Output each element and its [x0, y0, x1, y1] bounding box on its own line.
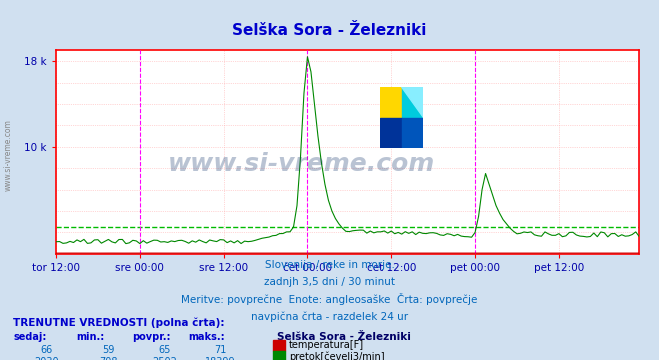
Text: Selška Sora - Železniki: Selška Sora - Železniki [277, 332, 411, 342]
Text: Meritve: povprečne  Enote: angleosaške  Črta: povprečje: Meritve: povprečne Enote: angleosaške Čr… [181, 293, 478, 305]
Text: temperatura[F]: temperatura[F] [289, 340, 364, 350]
Text: pretok[čevelj3/min]: pretok[čevelj3/min] [289, 351, 384, 360]
Text: min.:: min.: [76, 332, 104, 342]
Text: navpična črta - razdelek 24 ur: navpična črta - razdelek 24 ur [251, 311, 408, 322]
Text: maks.:: maks.: [188, 332, 225, 342]
Text: zadnjh 3,5 dni / 30 minut: zadnjh 3,5 dni / 30 minut [264, 278, 395, 288]
Text: Slovenija / reke in morje.: Slovenija / reke in morje. [264, 260, 395, 270]
Text: Selška Sora - Železniki: Selška Sora - Železniki [233, 23, 426, 38]
Text: 2030: 2030 [34, 357, 59, 360]
Text: 65: 65 [159, 345, 171, 355]
Text: TRENUTNE VREDNOSTI (polna črta):: TRENUTNE VREDNOSTI (polna črta): [13, 317, 225, 328]
Text: www.si-vreme.com: www.si-vreme.com [167, 152, 434, 176]
Text: 66: 66 [40, 345, 52, 355]
Text: 71: 71 [215, 345, 227, 355]
Text: 18399: 18399 [206, 357, 236, 360]
Text: 59: 59 [103, 345, 115, 355]
Text: www.si-vreme.com: www.si-vreme.com [3, 119, 13, 191]
Text: 2502: 2502 [152, 357, 177, 360]
Text: 708: 708 [100, 357, 118, 360]
Text: sedaj:: sedaj: [13, 332, 47, 342]
Text: povpr.:: povpr.: [132, 332, 170, 342]
